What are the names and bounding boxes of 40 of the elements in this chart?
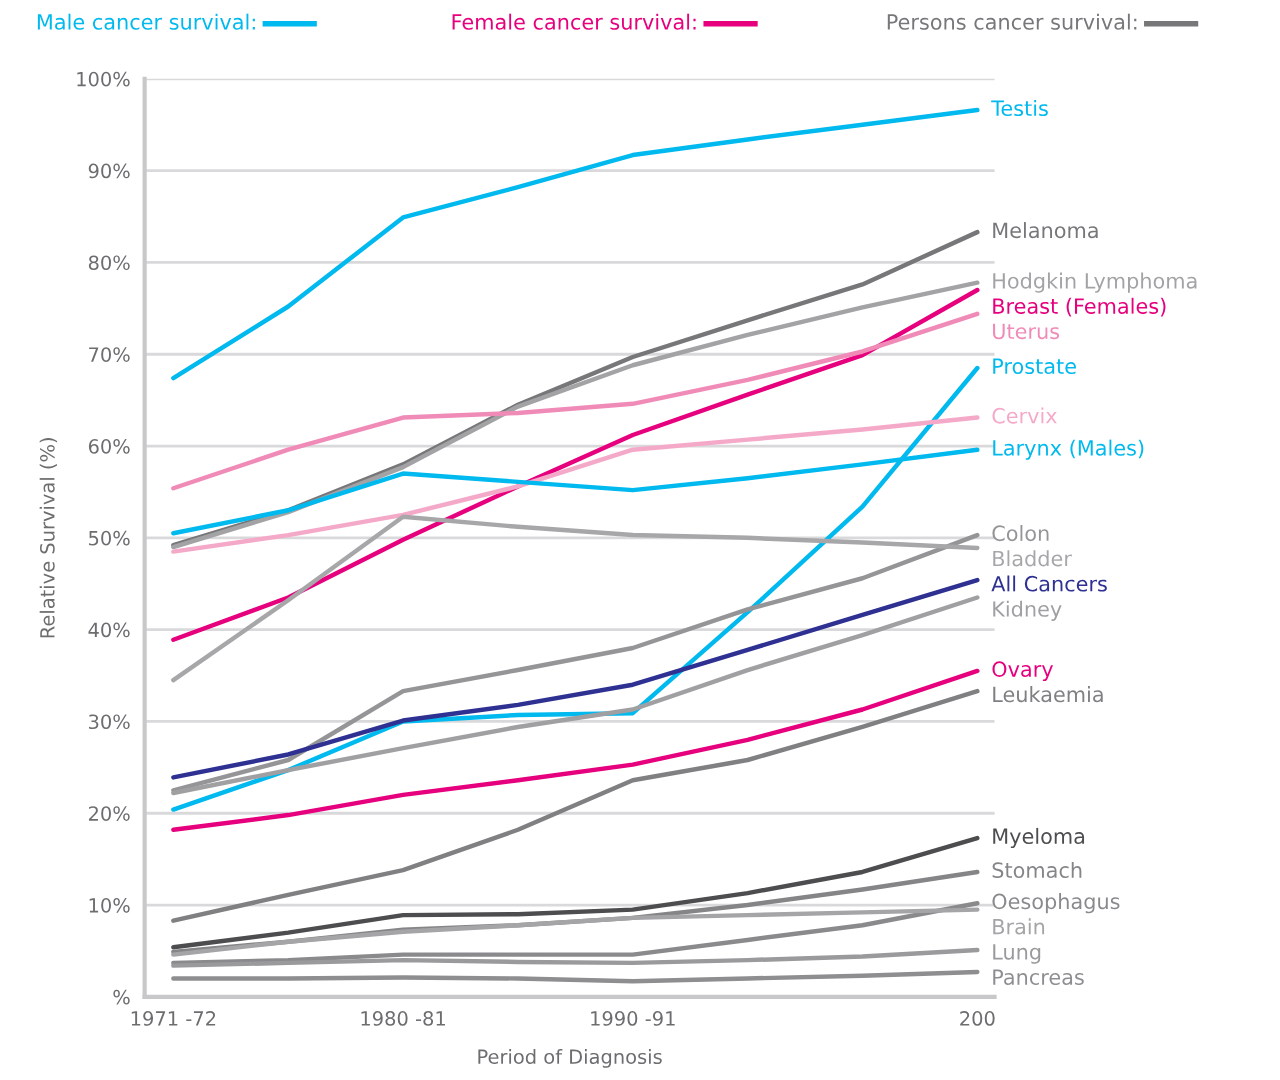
text: Male cancer survival: [37, 13, 255, 30]
text: Female cancer survival: [452, 13, 696, 30]
series-label: Kidney [993, 600, 1062, 621]
y-tick-label: 90% [88, 163, 130, 179]
y-tick-label: 10% [89, 898, 130, 913]
series-label: Prostate [993, 358, 1076, 375]
series-label: Larynx (Males) [993, 439, 1144, 460]
y-tick-label: 50% [89, 530, 130, 546]
y-tick-label: % [113, 989, 130, 1005]
series-label: Pancreas [993, 969, 1084, 985]
series-label: Brain [993, 918, 1045, 935]
series-label: Cervix [992, 407, 1057, 424]
y-tick-label: 40% [88, 622, 130, 638]
series-label: All Cancers [991, 575, 1107, 592]
y-tick-label: 100% [77, 71, 130, 87]
text: Persons cancer survival: [887, 13, 1137, 30]
y-tick-label: 70% [89, 347, 130, 362]
y-tick-label: 60% [88, 439, 130, 454]
series-label: Colon [992, 525, 1049, 542]
y-tick-label: 20% [88, 806, 130, 821]
x-tick-label: 200 [960, 1011, 995, 1026]
series-label: Ovary [992, 661, 1053, 682]
y-tick-label: 80% [88, 255, 130, 271]
series-label: Leukaemia [993, 686, 1103, 703]
x-tick-label: 1980 -81 [361, 1011, 445, 1026]
series-label: Lung [993, 944, 1041, 964]
x-tick-label: 1971 -72 [131, 1011, 216, 1026]
x-tick-label: 1990 -91 [591, 1011, 675, 1026]
series-label: Stomach [992, 861, 1082, 879]
series-label: Oesophagus [992, 893, 1120, 914]
series-label: Testis [991, 99, 1048, 117]
series-label: Melanoma [993, 222, 1098, 239]
series-label: Breast (Females) [993, 297, 1166, 317]
x-axis-title: Period of Diagnosis [478, 1048, 662, 1068]
series-label: Myeloma [993, 827, 1085, 849]
series-label: Hodgkin Lymphoma [993, 272, 1197, 293]
y-axis-title: Relative Survival (%) [39, 438, 58, 638]
series-label: Bladder [993, 550, 1072, 567]
y-tick-label: 30% [89, 714, 130, 730]
series-label: Uterus [993, 323, 1060, 340]
